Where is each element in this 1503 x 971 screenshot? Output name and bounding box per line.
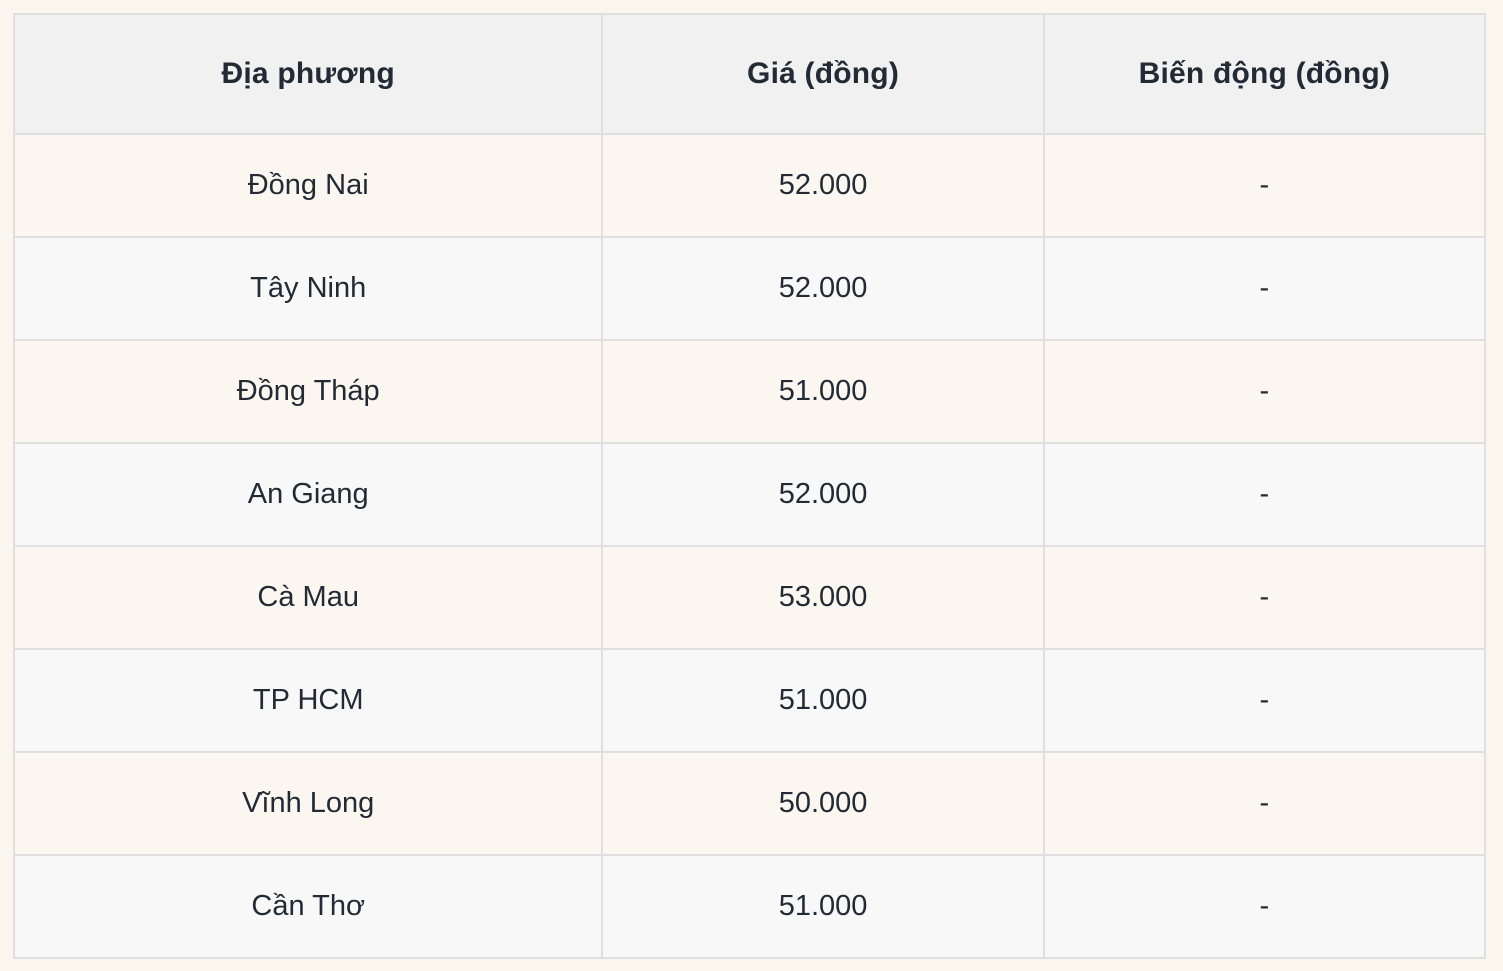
price-cell: 51.000 (601, 648, 1045, 753)
locality-cell: Đồng Tháp (12, 339, 604, 444)
price-cell: 51.000 (601, 854, 1045, 959)
change-cell: - (1042, 648, 1487, 753)
locality-cell: Cần Thơ (12, 854, 604, 959)
change-cell: - (1042, 545, 1487, 650)
price-cell: 53.000 (601, 545, 1045, 650)
price-cell: 52.000 (601, 133, 1045, 238)
locality-cell: TP HCM (12, 648, 604, 753)
table-row: TP HCM 51.000- (12, 648, 1487, 753)
table-row: Cà Mau 53.000- (12, 545, 1487, 650)
price-cell: 50.000 (601, 751, 1045, 856)
table-row: Cần Thơ 51.000- (12, 854, 1487, 959)
locality-cell: Đồng Nai (12, 133, 604, 238)
table-header: Địa phương Giá (đồng) Biến động (đồng) (12, 13, 1487, 135)
change-cell: - (1042, 442, 1487, 547)
table-row: Đồng Tháp 51.000- (12, 339, 1487, 444)
locality-cell: Tây Ninh (12, 236, 604, 341)
price-cell: 52.000 (601, 442, 1045, 547)
locality-cell: An Giang (12, 442, 604, 547)
change-cell: - (1042, 854, 1487, 959)
price-cell: 51.000 (601, 339, 1045, 444)
header-row: Địa phương Giá (đồng) Biến động (đồng) (12, 13, 1487, 135)
table-row: Vĩnh Long 50.000- (12, 751, 1487, 856)
table-row: An Giang 52.000- (12, 442, 1487, 547)
column-header-change: Biến động (đồng) (1042, 13, 1487, 135)
locality-cell: Vĩnh Long (12, 751, 604, 856)
change-cell: - (1042, 133, 1487, 238)
column-header-price: Giá (đồng) (601, 13, 1045, 135)
table-row: Tây Ninh 52.000- (12, 236, 1487, 341)
column-header-locality: Địa phương (12, 13, 604, 135)
locality-cell: Cà Mau (12, 545, 604, 650)
locality-price-table: Địa phương Giá (đồng) Biến động (đồng) Đ… (12, 13, 1487, 959)
change-cell: - (1042, 236, 1487, 341)
change-cell: - (1042, 339, 1487, 444)
table-body: Đồng Nai 52.000- Tây Ninh 52.000- Đồng Tháp 5… (12, 133, 1487, 959)
price-cell: 52.000 (601, 236, 1045, 341)
table-row: Đồng Nai 52.000- (12, 133, 1487, 238)
change-cell: - (1042, 751, 1487, 856)
